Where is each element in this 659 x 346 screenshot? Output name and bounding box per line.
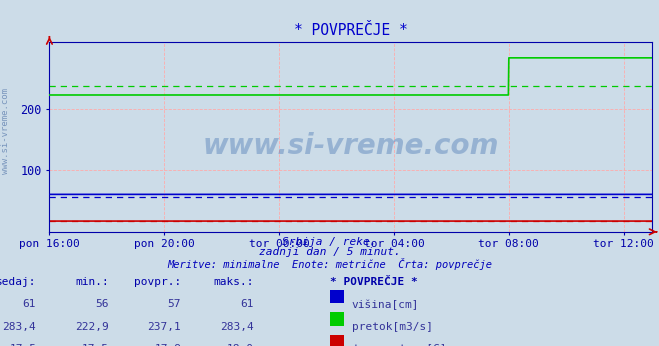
Text: 17,5: 17,5: [9, 344, 36, 346]
Text: www.si-vreme.com: www.si-vreme.com: [203, 132, 499, 160]
Text: maks.:: maks.:: [214, 277, 254, 287]
Text: Meritve: minimalne  Enote: metrične  Črta: povprečje: Meritve: minimalne Enote: metrične Črta:…: [167, 258, 492, 270]
Text: 17,9: 17,9: [154, 344, 181, 346]
Text: 56: 56: [96, 299, 109, 309]
Text: 222,9: 222,9: [75, 322, 109, 332]
Text: 237,1: 237,1: [148, 322, 181, 332]
Text: sedaj:: sedaj:: [0, 277, 36, 287]
Text: višina[cm]: višina[cm]: [352, 299, 419, 310]
Text: pretok[m3/s]: pretok[m3/s]: [352, 322, 433, 332]
Text: 61: 61: [241, 299, 254, 309]
Text: temperatura[C]: temperatura[C]: [352, 344, 446, 346]
Text: www.si-vreme.com: www.si-vreme.com: [1, 89, 10, 174]
Text: 17,5: 17,5: [82, 344, 109, 346]
Text: zadnji dan / 5 minut.: zadnji dan / 5 minut.: [258, 247, 401, 257]
Text: 18,0: 18,0: [227, 344, 254, 346]
Text: 57: 57: [168, 299, 181, 309]
Text: Srbija / reke.: Srbija / reke.: [282, 237, 377, 247]
Text: min.:: min.:: [75, 277, 109, 287]
Text: 61: 61: [23, 299, 36, 309]
Text: * POVPREČJE *: * POVPREČJE *: [330, 277, 417, 287]
Text: povpr.:: povpr.:: [134, 277, 181, 287]
Title: * POVPREČJE *: * POVPREČJE *: [294, 22, 408, 38]
Text: 283,4: 283,4: [220, 322, 254, 332]
Text: 283,4: 283,4: [3, 322, 36, 332]
